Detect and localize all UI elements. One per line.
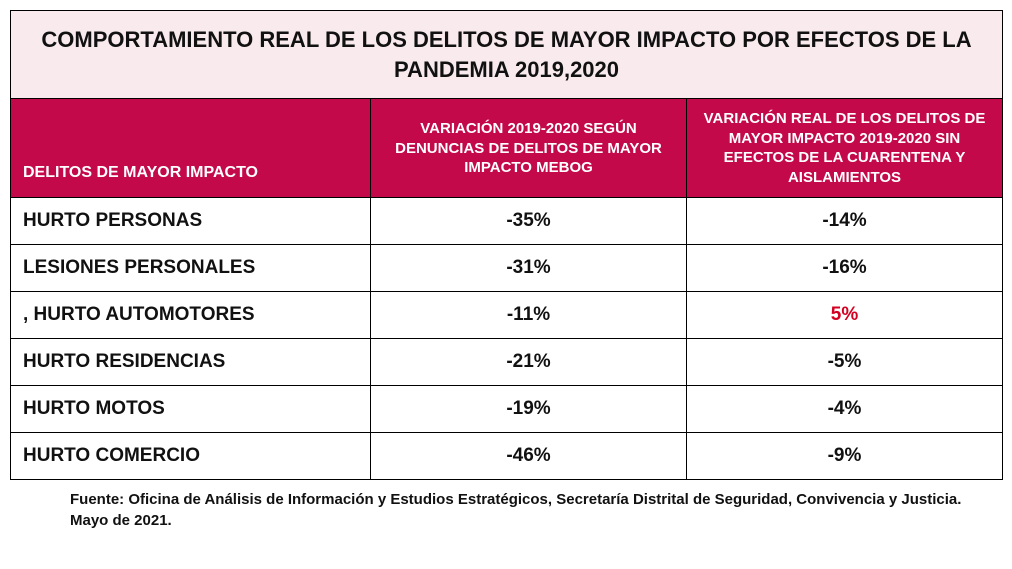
table-row: HURTO RESIDENCIAS-21%-5%	[11, 339, 1003, 386]
value-variation-real: -5%	[687, 339, 1003, 386]
row-label: HURTO MOTOS	[11, 386, 371, 433]
value-variation-reported: -21%	[371, 339, 687, 386]
value-variation-real: 5%	[687, 292, 1003, 339]
source-note: Fuente: Oficina de Análisis de Informaci…	[10, 480, 1002, 531]
row-label: , HURTO AUTOMOTORES	[11, 292, 371, 339]
value-variation-real: -9%	[687, 433, 1003, 480]
header-row: DELITOS DE MAYOR IMPACTO VARIACIÓN 2019-…	[11, 99, 1003, 198]
crime-impact-table: COMPORTAMIENTO REAL DE LOS DELITOS DE MA…	[10, 10, 1003, 480]
value-variation-real: -14%	[687, 198, 1003, 245]
table-row: LESIONES PERSONALES-31%-16%	[11, 245, 1003, 292]
col-header-delitos: DELITOS DE MAYOR IMPACTO	[11, 99, 371, 198]
table-row: , HURTO AUTOMOTORES-11%5%	[11, 292, 1003, 339]
col-header-variacion-real: VARIACIÓN REAL DE LOS DELITOS DE MAYOR I…	[687, 99, 1003, 198]
table-row: HURTO COMERCIO-46%-9%	[11, 433, 1003, 480]
value-variation-reported: -19%	[371, 386, 687, 433]
table-row: HURTO PERSONAS-35%-14%	[11, 198, 1003, 245]
value-variation-reported: -31%	[371, 245, 687, 292]
row-label: LESIONES PERSONALES	[11, 245, 371, 292]
table-row: HURTO MOTOS-19%-4%	[11, 386, 1003, 433]
value-variation-reported: -11%	[371, 292, 687, 339]
col-header-variacion-denuncias: VARIACIÓN 2019-2020 SEGÚN DENUNCIAS DE D…	[371, 99, 687, 198]
value-variation-real: -16%	[687, 245, 1003, 292]
value-variation-reported: -35%	[371, 198, 687, 245]
title-row: COMPORTAMIENTO REAL DE LOS DELITOS DE MA…	[11, 11, 1003, 99]
value-variation-real: -4%	[687, 386, 1003, 433]
row-label: HURTO PERSONAS	[11, 198, 371, 245]
value-variation-reported: -46%	[371, 433, 687, 480]
table-title: COMPORTAMIENTO REAL DE LOS DELITOS DE MA…	[11, 11, 1003, 99]
row-label: HURTO RESIDENCIAS	[11, 339, 371, 386]
table-wrapper: COMPORTAMIENTO REAL DE LOS DELITOS DE MA…	[0, 0, 1012, 531]
row-label: HURTO COMERCIO	[11, 433, 371, 480]
